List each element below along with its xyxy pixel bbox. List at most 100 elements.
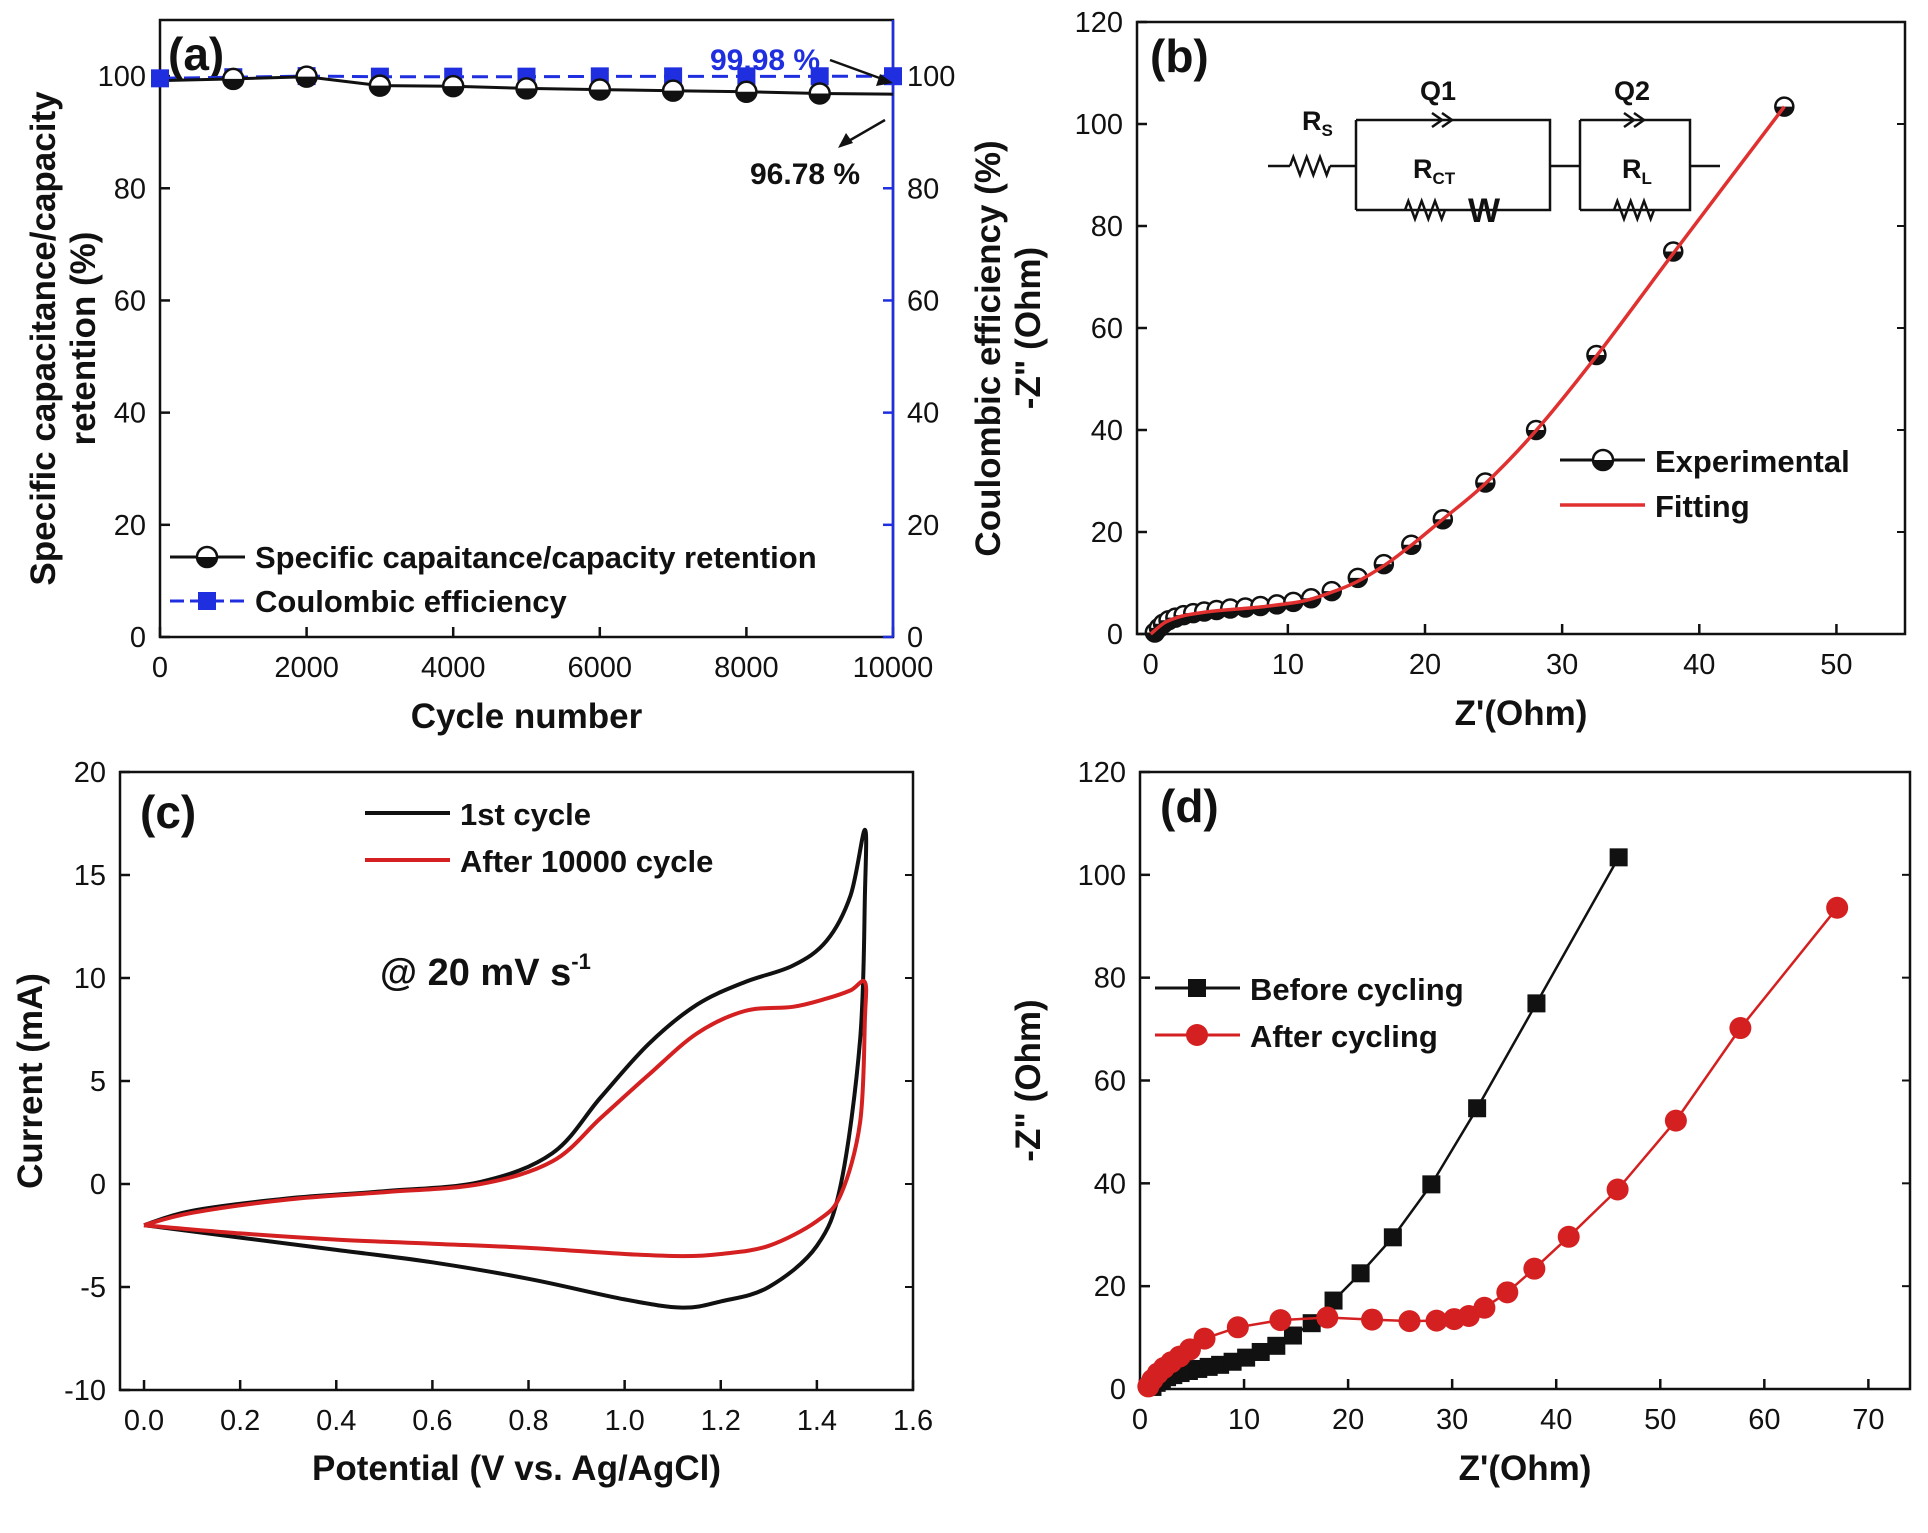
after-cycling-marker — [1361, 1308, 1384, 1331]
after-cycling-marker — [1826, 896, 1849, 919]
x-axis-label: Z'(Ohm) — [1455, 694, 1588, 733]
after-cycling-marker — [1557, 1225, 1580, 1248]
x-tick-label: 0 — [1143, 649, 1159, 681]
retention-marker-fill — [589, 89, 610, 100]
x-tick-label: 0.8 — [508, 1405, 548, 1437]
legend-marker-before — [1188, 979, 1206, 997]
x-tick-label: 0 — [1132, 1404, 1148, 1436]
legend-label-retention: Specific capaitance/capacity retention — [255, 540, 817, 575]
x-tick-label: 30 — [1436, 1404, 1468, 1436]
retention-marker-fill — [296, 76, 317, 87]
y-axis-label: -Z" (Ohm) — [1009, 247, 1048, 409]
retention-marker-fill — [736, 91, 757, 102]
x-tick-label: 40 — [1683, 649, 1715, 681]
panel-label: (c) — [140, 786, 196, 838]
rct-resistor — [1403, 197, 1447, 223]
y-tick-label: 80 — [114, 173, 146, 205]
panel-d: 0 10 20 30 40 50 60 70 0 20 40 60 80 100 120 (d) Z'(Ohm)… — [1009, 757, 1912, 1488]
cv-1st-cycle — [143, 827, 869, 1310]
x-tick-label: 30 — [1546, 649, 1578, 681]
y-axis-label-line1: Specific capacitance/capacity — [24, 91, 63, 586]
before-cycling-marker — [1527, 994, 1546, 1013]
y-tick-label: 20 — [1094, 1271, 1126, 1303]
ce-marker — [151, 69, 169, 88]
x-tick-label: 1.2 — [701, 1405, 741, 1437]
legend-marker-after — [1186, 1024, 1208, 1046]
after-cycling-marker — [1606, 1178, 1629, 1201]
before-cycling-marker — [1251, 1342, 1270, 1361]
x-tick-label: 70 — [1852, 1404, 1884, 1436]
x-tick-label: 0.4 — [316, 1405, 356, 1437]
before-cycling-marker — [1609, 848, 1628, 867]
legend-label-experimental: Experimental — [1655, 444, 1850, 479]
x-axis-label: Cycle number — [411, 697, 643, 736]
x-tick-label: 40 — [1540, 1404, 1572, 1436]
before-cycling-marker — [1267, 1336, 1286, 1355]
y-tick-label: 80 — [1094, 963, 1126, 995]
y-tick-label: 20 — [1091, 517, 1123, 549]
after-cycling-marker — [1193, 1327, 1216, 1350]
x-tick-label: 0.0 — [124, 1405, 164, 1437]
y-axis-label-line2: retention (%) — [64, 232, 103, 446]
retention-marker-fill — [369, 85, 390, 96]
before-cycling-marker — [1422, 1175, 1441, 1194]
y-tick-label: 40 — [114, 398, 146, 430]
x-tick-label: 0 — [152, 652, 168, 684]
x-tick-label: 1.0 — [604, 1405, 644, 1437]
annotation-ce: 99.98 % — [710, 44, 820, 77]
y2-tick-label: 80 — [907, 173, 939, 205]
y-tick-label: 20 — [74, 757, 106, 789]
legend-marker-ce — [198, 592, 216, 610]
rs-label: RS — [1302, 106, 1333, 140]
x-tick-label: 6000 — [568, 652, 633, 684]
y-axis-label: Current (mA) — [11, 973, 50, 1189]
rs-resistor — [1288, 153, 1332, 179]
after-cycling-marker — [1729, 1017, 1752, 1040]
plot-frame — [1138, 770, 1912, 1391]
y-tick-label: 0 — [130, 622, 146, 654]
after-cycling-marker — [1316, 1306, 1339, 1329]
cv-after-10000 — [143, 978, 869, 1259]
x-axis-label: Potential (V vs. Ag/AgCl) — [312, 1449, 721, 1488]
retention-marker-fill — [443, 86, 464, 97]
x-tick-label: 10000 — [853, 652, 934, 684]
retention-marker-fill — [223, 78, 244, 89]
legend-label-fitting: Fitting — [1655, 489, 1750, 524]
y2-tick-label: 20 — [907, 510, 939, 542]
y-tick-label: 40 — [1091, 415, 1123, 447]
panel-c: 0.0 0.2 0.4 0.6 0.8 1.0 1.2 1.4 1.6 -10 -5 0 5 10 15 20… — [11, 757, 933, 1488]
y-tick-label: 20 — [114, 510, 146, 542]
before-cycling-marker — [1468, 1099, 1487, 1118]
x-tick-label: 0.6 — [412, 1405, 452, 1437]
annotation-ce-arrow — [829, 58, 886, 82]
y-tick-label: 100 — [1075, 109, 1123, 141]
y2-tick-label: 40 — [907, 398, 939, 430]
y2-axis-label: Coulombic efficiency (%) — [969, 140, 1008, 556]
panel-b: 0 10 20 30 40 50 0 20 40 60 80 100 120 (b) Z'(Ohm) -Z" … — [1009, 7, 1907, 733]
x-tick-label: 10 — [1228, 1404, 1260, 1436]
annotation-ce-arrowhead — [876, 74, 893, 86]
y-tick-label: 80 — [1091, 211, 1123, 243]
y-tick-label: 10 — [74, 963, 106, 995]
y-tick-label: 5 — [90, 1066, 106, 1098]
rl-label: RL — [1622, 154, 1652, 188]
w-label: W — [1468, 192, 1501, 230]
y-axis-label: -Z" (Ohm) — [1009, 999, 1048, 1161]
y-tick-label: 60 — [1094, 1066, 1126, 1098]
annotation-ret: 96.78 % — [750, 158, 860, 191]
x-tick-label: 4000 — [421, 652, 486, 684]
retention-marker-fill — [809, 93, 830, 104]
x-axis-label: Z'(Ohm) — [1459, 1449, 1592, 1488]
before-cycling-marker — [1283, 1326, 1302, 1345]
after-cycling-marker — [1425, 1309, 1448, 1332]
y-tick-label: 120 — [1078, 757, 1126, 789]
legend-marker-experimental-fill — [1593, 460, 1613, 470]
x-tick-label: 50 — [1820, 649, 1852, 681]
before-cycling-marker — [1223, 1352, 1242, 1371]
y-tick-label: -10 — [64, 1375, 106, 1407]
scan-rate-sup: -1 — [571, 949, 591, 974]
y-tick-label: 60 — [1091, 313, 1123, 345]
annotation-ret-arrowhead — [838, 133, 853, 148]
rl-sub: L — [1642, 169, 1652, 188]
